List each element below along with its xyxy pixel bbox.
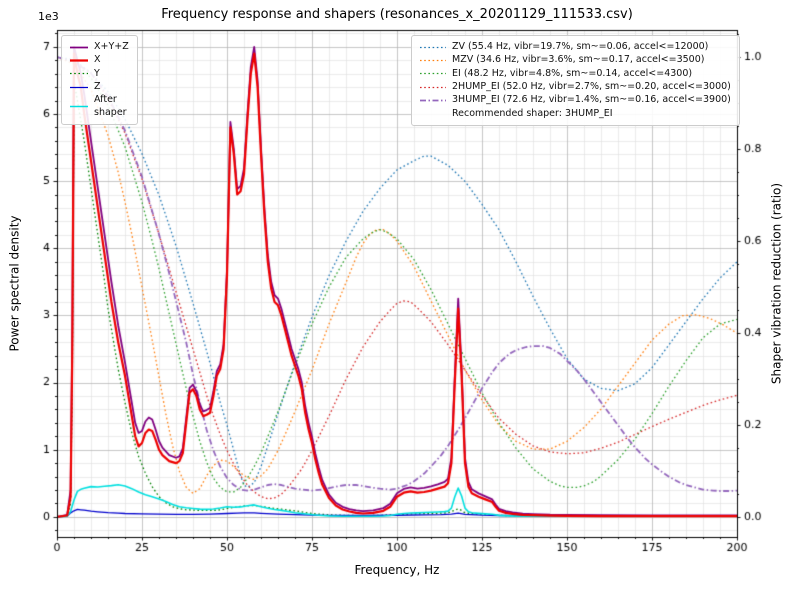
legend-label: 3HUMP_EI (72.6 Hz, vibr=1.4%, sm~=0.16, … xyxy=(452,94,731,106)
legend-label: After shaper xyxy=(94,94,127,118)
legend-entry: EI (48.2 Hz, vibr=4.8%, sm~=0.14, accel<… xyxy=(420,68,731,80)
legend-label: Z xyxy=(94,81,101,93)
legend-line-sample xyxy=(70,46,88,49)
y-axis-left-label: Power spectral density xyxy=(7,215,22,352)
legend-label: EI (48.2 Hz, vibr=4.8%, sm~=0.14, accel<… xyxy=(452,67,693,79)
shaper-legend: ZV (55.4 Hz, vibr=19.7%, sm~=0.06, accel… xyxy=(411,35,740,127)
legend-entry: 3HUMP_EI (72.6 Hz, vibr=1.4%, sm~=0.16, … xyxy=(420,94,731,106)
legend-entry: Y xyxy=(70,68,129,80)
legend-line-sample xyxy=(420,73,446,75)
legend-label: MZV (34.6 Hz, vibr=3.6%, sm~=0.17, accel… xyxy=(452,54,705,66)
legend-line-sample xyxy=(70,73,88,75)
y-axis-right-label: Shaper vibration reduction (ratio) xyxy=(769,182,784,385)
legend-entry: MZV (34.6 Hz, vibr=3.6%, sm~=0.17, accel… xyxy=(420,54,731,66)
legend-entry: 2HUMP_EI (52.0 Hz, vibr=2.7%, sm~=0.20, … xyxy=(420,81,731,93)
chart-title: Frequency response and shapers (resonanc… xyxy=(161,7,633,22)
y-axis-offset-label: 1e3 xyxy=(38,10,59,23)
legend-line-sample xyxy=(420,99,446,102)
legend-label: X+Y+Z xyxy=(94,41,129,52)
legend-sample-spacer xyxy=(420,111,446,116)
legend-entry: X+Y+Z xyxy=(70,41,129,53)
legend-label: Y xyxy=(94,67,100,79)
legend-entry: X xyxy=(70,54,129,66)
legend-entry: After shaper xyxy=(70,94,129,119)
x-axis-label: Frequency, Hz xyxy=(354,563,440,577)
legend-entry: Recommended shaper: 3HUMP_EI xyxy=(420,108,731,120)
legend-line-sample xyxy=(420,46,446,48)
legend-label: Recommended shaper: 3HUMP_EI xyxy=(452,107,613,119)
legend-line-sample xyxy=(70,86,88,88)
legend-entry: ZV (55.4 Hz, vibr=19.7%, sm~=0.06, accel… xyxy=(420,41,731,53)
legend-line-sample xyxy=(420,86,446,88)
legend-label: ZV (55.4 Hz, vibr=19.7%, sm~=0.06, accel… xyxy=(452,41,709,52)
legend-entry: Z xyxy=(70,81,129,93)
legend-label: 2HUMP_EI (52.0 Hz, vibr=2.7%, sm~=0.20, … xyxy=(452,81,731,93)
legend-line-sample xyxy=(420,59,446,62)
legend-line-sample xyxy=(70,105,88,108)
psd-legend: X+Y+Z X Y Z After shaper xyxy=(61,35,138,126)
legend-label: X xyxy=(94,54,101,66)
legend-line-sample xyxy=(70,59,88,62)
